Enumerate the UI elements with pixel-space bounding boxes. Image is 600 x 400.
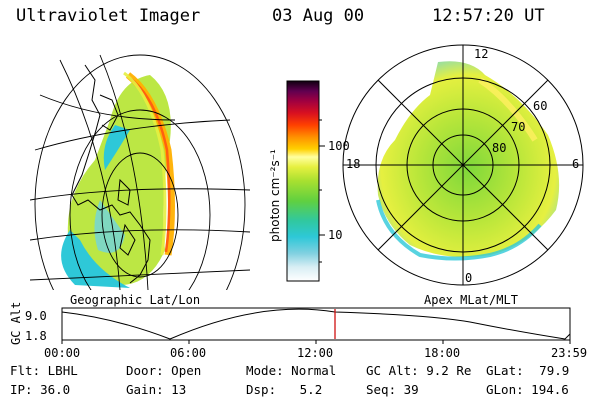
timeline-x-tick-1200: 12:00 bbox=[297, 346, 334, 360]
colorbar: 100 10 photon cm⁻²s⁻¹ bbox=[268, 80, 350, 282]
timeline-x-tick-2359: 23:59 bbox=[551, 346, 588, 360]
info-dsp: Dsp: 5.2 bbox=[246, 382, 323, 397]
info-mode: Mode: Normal bbox=[246, 363, 337, 378]
image-date: 03 Aug 00 bbox=[272, 6, 365, 26]
lat-label-70: 70 bbox=[511, 120, 525, 134]
timeline-x-tick-0000: 00:00 bbox=[44, 346, 81, 360]
gc-alt-value: 9.2 Re bbox=[426, 363, 472, 378]
info-door: Door: Open bbox=[126, 363, 202, 378]
info-gain: Gain: 13 bbox=[126, 382, 187, 397]
gain-value: 13 bbox=[171, 382, 187, 397]
image-title: Ultraviolet Imager bbox=[16, 6, 201, 26]
apex-polar-plot: 12 18 6 0 60 70 80 bbox=[342, 44, 584, 286]
emission-region-low bbox=[103, 125, 130, 170]
info-glat: GLat: 79.9 bbox=[486, 363, 570, 378]
polar-emission-hot bbox=[478, 77, 538, 142]
apex-caption: Apex MLat/MLT bbox=[424, 293, 518, 307]
timeline-y-label: GC Alt bbox=[9, 302, 23, 345]
timeline-y-tick-9: 9.0 bbox=[25, 309, 47, 323]
emission-region-low bbox=[61, 230, 130, 288]
mlt-label-6: 6 bbox=[572, 157, 579, 171]
mlt-label-18: 18 bbox=[346, 157, 360, 171]
glon-value: 194.6 bbox=[531, 382, 569, 397]
mode-value: Normal bbox=[291, 363, 337, 378]
colorbar-axis-label: photon cm⁻²s⁻¹ bbox=[268, 149, 282, 242]
timeline-x-tick-1800: 18:00 bbox=[424, 346, 461, 360]
timeline-x-tick-0600: 06:00 bbox=[170, 346, 207, 360]
info-ip: IP: 36.0 bbox=[10, 382, 71, 397]
colorbar-tick-10: 10 bbox=[328, 228, 342, 242]
dsp-value: 5.2 bbox=[299, 382, 323, 397]
geographic-caption: Geographic Lat/Lon bbox=[70, 293, 201, 307]
lat-label-80: 80 bbox=[492, 141, 506, 155]
info-filter: Flt: LBHL bbox=[10, 363, 78, 378]
mlt-label-0: 0 bbox=[465, 271, 472, 285]
lat-label-60: 60 bbox=[533, 99, 547, 113]
polar-emission-edge bbox=[376, 199, 542, 261]
geographic-map bbox=[30, 54, 250, 290]
mlt-label-12: 12 bbox=[474, 47, 488, 61]
seq-value: 39 bbox=[403, 382, 419, 397]
auroral-arc-edge bbox=[123, 71, 167, 256]
ip-value: 36.0 bbox=[40, 382, 71, 397]
filter-value: LBHL bbox=[47, 363, 78, 378]
altitude-timeline: GC Alt 9.0 1.8 bbox=[9, 302, 571, 345]
image-time: 12:57:20 UT bbox=[432, 6, 545, 26]
info-glon: GLon: 194.6 bbox=[486, 382, 569, 397]
info-gc-alt: GC Alt: 9.2 Re bbox=[366, 363, 472, 378]
colorbar-tick-100: 100 bbox=[328, 139, 350, 153]
info-seq: Seq: 39 bbox=[366, 382, 419, 397]
door-value: Open bbox=[171, 363, 202, 378]
auroral-arc-core bbox=[129, 77, 171, 253]
timeline-y-tick-1-8: 1.8 bbox=[25, 329, 47, 343]
glat-value: 79.9 bbox=[539, 363, 570, 378]
